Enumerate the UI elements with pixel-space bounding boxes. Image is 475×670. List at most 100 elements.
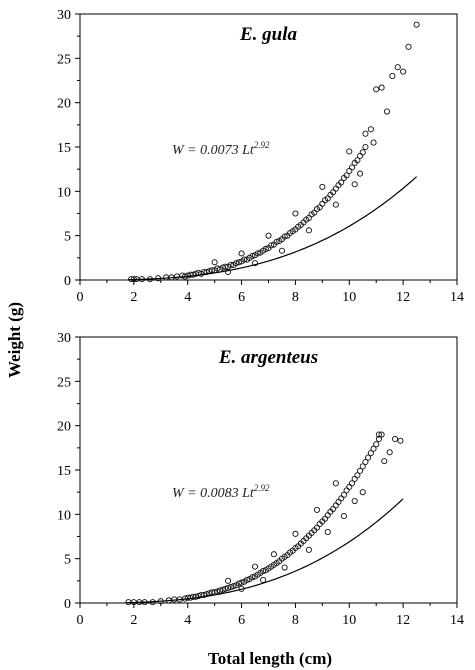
- data-point: [367, 450, 374, 457]
- data-point: [370, 139, 377, 146]
- data-point: [357, 152, 364, 159]
- data-point: [343, 172, 350, 179]
- data-point: [348, 164, 356, 171]
- data-point: [375, 435, 382, 443]
- data-point: [359, 149, 366, 156]
- data-point: [365, 454, 372, 461]
- data-point: [362, 143, 369, 151]
- x-tick-label: 4: [184, 613, 191, 628]
- data-point: [359, 489, 366, 496]
- x-tick-label: 6: [238, 613, 245, 628]
- y-tick-label: 30: [57, 331, 71, 346]
- data-point: [335, 498, 342, 505]
- fitted-curve: [125, 498, 404, 604]
- y-tick-label: 25: [57, 52, 71, 67]
- data-point: [260, 568, 267, 575]
- y-tick-label: 15: [57, 141, 71, 156]
- data-point: [378, 84, 385, 91]
- data-point: [254, 250, 261, 257]
- y-tick-label: 20: [57, 97, 71, 112]
- data-point: [230, 583, 237, 590]
- data-point: [192, 593, 199, 600]
- data-point: [313, 506, 321, 513]
- x-tick-label: 10: [342, 613, 356, 628]
- data-point: [292, 210, 299, 217]
- x-tick-label: 4: [184, 290, 191, 305]
- data-point: [351, 497, 358, 505]
- data-point: [346, 167, 353, 174]
- data-point: [346, 148, 353, 155]
- data-point: [225, 584, 232, 591]
- data-point: [332, 502, 339, 509]
- data-point: [362, 458, 369, 466]
- data-point: [249, 253, 256, 260]
- regression-equation: W = 0.0083 Lt2.92: [172, 483, 270, 501]
- data-point: [233, 260, 240, 267]
- y-tick-label: 15: [57, 464, 71, 479]
- data-point: [400, 68, 407, 75]
- data-point: [200, 591, 207, 599]
- data-point: [340, 491, 347, 498]
- x-tick-label: 8: [292, 290, 299, 305]
- data-point: [367, 126, 374, 133]
- y-tick-label: 5: [64, 230, 71, 245]
- data-point: [319, 200, 326, 207]
- data-point: [357, 467, 364, 474]
- data-point: [338, 179, 345, 186]
- data-point: [173, 273, 180, 280]
- data-point: [270, 551, 277, 558]
- data-point: [251, 563, 259, 570]
- y-tick-label: 0: [64, 274, 71, 289]
- data-point: [378, 431, 385, 438]
- data-point: [238, 250, 245, 257]
- x-tick-label: 6: [238, 290, 245, 305]
- x-axis-title: Total length (cm): [208, 649, 332, 668]
- data-point: [354, 472, 361, 479]
- data-point: [222, 263, 229, 270]
- data-point: [319, 183, 326, 190]
- data-point: [265, 232, 272, 239]
- data-point: [332, 185, 339, 192]
- x-tick-label: 0: [77, 613, 84, 628]
- data-point: [235, 259, 242, 266]
- data-point: [225, 577, 232, 584]
- data-point: [397, 437, 404, 444]
- data-point: [359, 463, 366, 470]
- y-axis-title: Weight (g): [5, 302, 24, 378]
- y-tick-label: 20: [57, 420, 71, 435]
- data-point: [332, 480, 339, 487]
- data-point: [211, 259, 218, 266]
- data-point: [243, 576, 251, 583]
- data-point: [281, 564, 288, 571]
- data-point: [386, 449, 393, 456]
- panel-e-argenteus: 0 2 4 6 8 10 12 14 0 5 10 15 20 25 30 E. argenteus W = 0…: [57, 331, 464, 628]
- data-point: [346, 483, 353, 490]
- data-point: [362, 130, 369, 137]
- data-point: [357, 170, 364, 177]
- data-point: [351, 181, 358, 188]
- data-point: [394, 64, 401, 71]
- data-point: [227, 583, 234, 591]
- data-point: [354, 157, 361, 164]
- data-point: [413, 21, 420, 28]
- x-tick-label: 12: [396, 290, 410, 305]
- data-point: [343, 487, 350, 494]
- scatter-points: [125, 431, 404, 606]
- data-point: [249, 574, 256, 581]
- y-tick-label: 25: [57, 375, 71, 390]
- y-tick-label: 30: [57, 8, 71, 23]
- panel-e-gula: 0 2 4 6 8 10 12 14 0 5 10 15 20 25 30 E. gula W = 0.0073…: [57, 8, 464, 305]
- y-tick-label: 10: [57, 508, 71, 523]
- data-point: [216, 587, 224, 594]
- x-tick-label: 0: [77, 290, 84, 305]
- data-point: [305, 227, 312, 234]
- data-point: [281, 233, 288, 240]
- data-point: [260, 576, 267, 583]
- data-point: [348, 480, 356, 487]
- data-point: [190, 271, 197, 278]
- data-point: [222, 585, 229, 592]
- data-point: [373, 441, 380, 448]
- data-point: [392, 435, 399, 443]
- data-point: [227, 261, 234, 268]
